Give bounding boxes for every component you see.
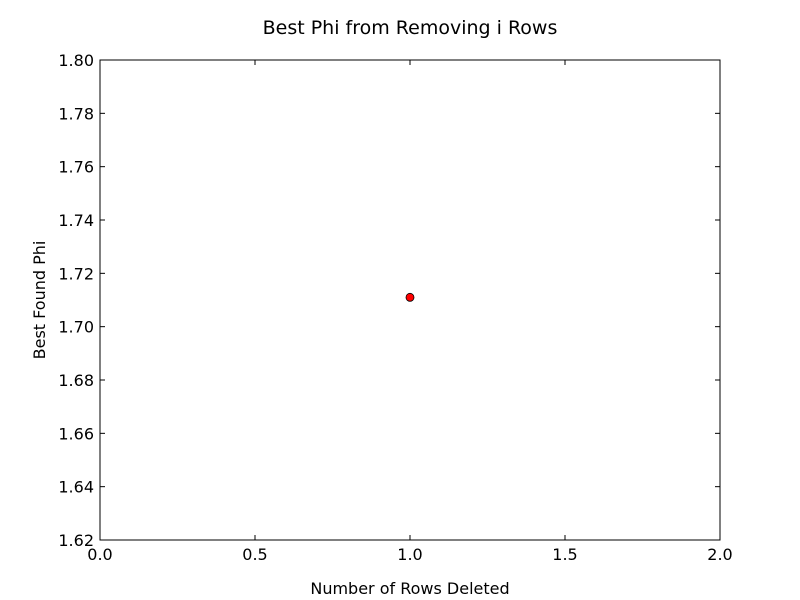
x-tick-label: 0.5 <box>242 545 267 564</box>
x-tick-label: 1.5 <box>552 545 577 564</box>
y-axis-label: Best Found Phi <box>30 241 49 360</box>
y-tick-label: 1.62 <box>58 531 94 550</box>
y-tick-label: 1.74 <box>58 211 94 230</box>
x-tick-label: 2.0 <box>707 545 732 564</box>
y-tick-label: 1.68 <box>58 371 94 390</box>
y-tick-label: 1.78 <box>58 104 94 123</box>
x-axis-label: Number of Rows Deleted <box>310 579 509 598</box>
y-tick-label: 1.80 <box>58 51 94 70</box>
data-point <box>405 292 415 302</box>
y-tick-label: 1.64 <box>58 478 94 497</box>
x-tick-label: 0.0 <box>87 545 112 564</box>
x-tick-label: 1.0 <box>397 545 422 564</box>
y-tick-label: 1.76 <box>58 158 94 177</box>
y-tick-label: 1.66 <box>58 424 94 443</box>
chart-title: Best Phi from Removing i Rows <box>263 17 558 39</box>
data-points <box>405 292 415 302</box>
y-tick-label: 1.70 <box>58 318 94 337</box>
y-tick-label: 1.72 <box>58 264 94 283</box>
ticks: 0.0 0.5 1.0 1.5 2.0 1.62 1.64 1.66 1.68 1.70 1.72 1… <box>58 51 732 564</box>
